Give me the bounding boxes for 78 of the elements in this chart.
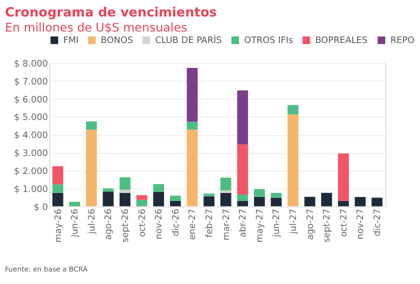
bar — [204, 196, 214, 206]
bar — [52, 166, 64, 184]
chart-title: Cronograma de vencimientos — [4, 6, 218, 21]
bar — [102, 188, 114, 192]
bar — [153, 192, 164, 206]
y-tick-label: $ 5.000 — [14, 113, 48, 124]
x-tick-label: oct-26 — [138, 208, 148, 238]
y-tick-label: $ 7.000 — [14, 77, 48, 88]
bar — [52, 184, 64, 193]
bar — [153, 184, 164, 192]
bar — [237, 194, 248, 201]
x-tick-label: feb-27 — [204, 208, 215, 238]
bar — [136, 195, 148, 200]
chart-subtitle: En millones de U$S mensuales — [4, 20, 188, 34]
x-tick-label: nov-27 — [356, 208, 366, 240]
legend-label: BOPREALES — [315, 36, 368, 46]
bar — [270, 198, 282, 206]
legend-label: OTROS IFIs — [244, 36, 294, 46]
x-tick-label: ene-27 — [188, 208, 198, 240]
bar — [288, 114, 298, 206]
bar — [186, 68, 198, 122]
bar — [69, 202, 80, 206]
bar — [86, 130, 97, 206]
bar — [220, 190, 232, 193]
bar — [338, 200, 349, 206]
y-tick-label: $ 6.000 — [14, 95, 48, 106]
bar — [86, 121, 97, 130]
bar — [237, 144, 248, 194]
bar — [120, 190, 130, 193]
x-tick-label: mar-27 — [222, 208, 232, 240]
x-tick-label: jun-27 — [272, 208, 282, 238]
x-tick-label: oct-27 — [339, 208, 350, 238]
y-tick-label: $ 8.000 — [14, 59, 48, 70]
bar — [338, 153, 349, 201]
bar — [237, 200, 248, 206]
bar — [170, 200, 181, 206]
bar — [204, 194, 214, 196]
x-tick-label: jul-26 — [87, 208, 98, 235]
x-tick-label: dic-26 — [171, 208, 182, 236]
x-tick-label: ago-26 — [104, 208, 114, 240]
bar — [186, 130, 198, 206]
bar — [102, 192, 114, 206]
x-tick-label: abr-27 — [238, 208, 249, 238]
x-tick-label: jun-26 — [70, 208, 81, 238]
bar — [304, 196, 316, 206]
bar — [120, 177, 130, 190]
bar — [120, 192, 130, 206]
x-tick-label: may-26 — [54, 208, 64, 242]
legend-label: FMI — [63, 36, 79, 46]
bar — [136, 200, 148, 206]
bar — [220, 178, 232, 190]
bar — [321, 192, 332, 206]
x-tick-label: dic-27 — [372, 208, 383, 236]
legend-label: BONOS — [100, 36, 134, 46]
legend-label: CLUB DE PARÍS — [155, 34, 222, 46]
y-tick-label: $ 0 — [34, 202, 48, 213]
legend-label: REPO — [390, 36, 414, 46]
x-tick-label: nov-26 — [154, 208, 165, 240]
bar — [270, 192, 282, 198]
bar — [254, 196, 265, 206]
y-tick-label: $ 4.000 — [14, 131, 48, 142]
bar — [220, 192, 232, 206]
x-tick-label: jul-27 — [288, 208, 299, 235]
bar — [254, 189, 265, 197]
bar — [288, 105, 298, 114]
x-tick-label: sept-27 — [322, 208, 333, 242]
x-tick-label: ago-27 — [306, 208, 316, 240]
y-tick-label: $ 2.000 — [14, 166, 48, 177]
bar — [354, 196, 366, 206]
bar — [52, 192, 64, 206]
bar — [186, 122, 198, 130]
bar — [237, 90, 248, 144]
x-tick-label: may-27 — [255, 208, 266, 242]
y-tick-label: $ 1.000 — [14, 184, 48, 195]
bar — [372, 198, 382, 206]
x-tick-label: sept-26 — [120, 208, 131, 242]
y-tick-label: $ 3.000 — [14, 149, 48, 160]
bar — [170, 196, 181, 201]
